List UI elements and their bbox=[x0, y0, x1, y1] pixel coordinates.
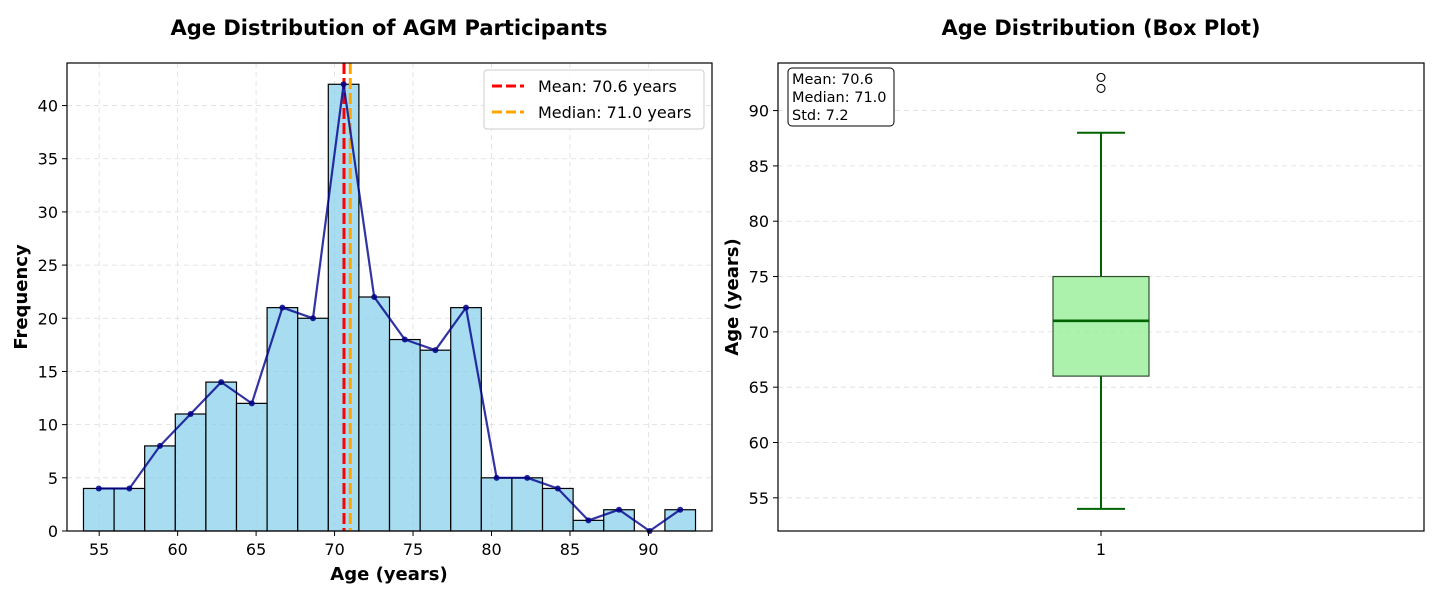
legend-mean-label: Mean: 70.6 years bbox=[538, 77, 677, 96]
boxplot-y-ticks: 55 60 65 70 75 80 85 90 bbox=[749, 102, 778, 508]
y-tick-label: 55 bbox=[749, 489, 769, 508]
frequency-line bbox=[98, 83, 681, 533]
histogram-x-ticks: 55 60 65 70 75 80 85 90 bbox=[89, 531, 659, 559]
frequency-point bbox=[371, 294, 378, 300]
y-tick-label: 90 bbox=[749, 102, 769, 121]
reference-lines bbox=[342, 63, 352, 531]
boxplot-y-axis-label: Age (years) bbox=[722, 238, 743, 355]
frequency-point bbox=[493, 474, 500, 481]
y-tick-label: 25 bbox=[38, 256, 58, 275]
y-tick-label: 75 bbox=[749, 268, 769, 287]
histogram-bar bbox=[297, 317, 329, 532]
stats-std: Std: 7.2 bbox=[792, 108, 849, 124]
y-tick-label: 30 bbox=[38, 203, 58, 222]
frequency-point bbox=[340, 81, 347, 88]
boxplot-box bbox=[1052, 72, 1150, 510]
histogram-y-axis-label: Frequency bbox=[11, 244, 32, 350]
y-tick-label: 35 bbox=[38, 150, 58, 169]
frequency-point bbox=[463, 304, 470, 311]
y-tick-label: 60 bbox=[749, 433, 769, 452]
frequency-point bbox=[187, 411, 194, 417]
histogram-bars bbox=[82, 83, 697, 532]
x-tick-label: 80 bbox=[481, 540, 501, 559]
legend-median-label: Median: 71.0 years bbox=[538, 103, 691, 122]
x-tick-label: 65 bbox=[246, 540, 266, 559]
outlier-point bbox=[1096, 72, 1106, 82]
y-tick-label: 5 bbox=[48, 469, 58, 488]
histogram-bar bbox=[113, 487, 146, 532]
frequency-point bbox=[95, 485, 102, 492]
outlier-point bbox=[1096, 83, 1106, 93]
histogram-plot-frame bbox=[66, 62, 713, 532]
frequency-point bbox=[218, 379, 225, 386]
frequency-point bbox=[309, 315, 316, 322]
histogram-legend: Mean: 70.6 years Median: 71.0 years bbox=[483, 69, 705, 130]
y-tick-label: 70 bbox=[749, 323, 769, 342]
y-tick-label: 15 bbox=[38, 362, 58, 381]
histogram-bar bbox=[388, 338, 421, 532]
y-tick-label: 85 bbox=[749, 157, 769, 176]
frequency-point bbox=[616, 506, 623, 513]
legend-frame bbox=[483, 69, 705, 130]
y-tick-label: 65 bbox=[749, 378, 769, 397]
y-tick-label: 40 bbox=[38, 97, 58, 116]
histogram-bar bbox=[82, 487, 115, 532]
frequency-polygon bbox=[95, 81, 684, 534]
boxplot-title: Age Distribution (Box Plot) bbox=[941, 16, 1260, 40]
histogram-bar bbox=[266, 307, 299, 532]
y-tick-label: 80 bbox=[749, 212, 769, 231]
frequency-point bbox=[279, 304, 286, 311]
frequency-point bbox=[248, 400, 255, 407]
histogram-bar bbox=[541, 487, 574, 532]
frequency-point bbox=[677, 506, 684, 513]
boxplot-panel: Age Distribution (Box Plot) 55 60 65 70 75 80… bbox=[722, 16, 1425, 559]
histogram-panel: Age Distribution of AGM Participants 55 6… bbox=[11, 16, 713, 585]
boxplot-x-ticks: 1 bbox=[1096, 531, 1106, 559]
y-tick-label: 20 bbox=[38, 309, 58, 328]
histogram-y-ticks: 0 5 10 15 20 25 30 35 40 bbox=[38, 97, 67, 541]
histogram-bar bbox=[205, 381, 238, 532]
stats-box: Mean: 70.6 Median: 71.0 Std: 7.2 bbox=[787, 67, 895, 127]
stats-median: Median: 71.0 bbox=[792, 90, 887, 106]
x-tick-label: 55 bbox=[89, 540, 109, 559]
x-tick-label: 60 bbox=[167, 540, 187, 559]
frequency-point bbox=[401, 336, 408, 343]
histogram-bar bbox=[450, 307, 482, 532]
stats-box-frame bbox=[787, 67, 895, 127]
histogram-bar bbox=[144, 445, 176, 532]
frequency-point bbox=[126, 485, 133, 492]
histogram-bar bbox=[235, 402, 268, 532]
frequency-point bbox=[554, 485, 561, 492]
iqr-box bbox=[1052, 275, 1150, 377]
histogram-bar bbox=[664, 509, 697, 532]
x-tick-label: 90 bbox=[638, 540, 658, 559]
histogram-bar bbox=[419, 349, 452, 532]
frequency-point bbox=[156, 442, 163, 449]
frequency-point bbox=[524, 474, 531, 481]
histogram-bar bbox=[511, 477, 544, 532]
frequency-point bbox=[585, 517, 592, 524]
histogram-bar bbox=[174, 413, 207, 532]
frequency-point bbox=[432, 347, 439, 354]
y-tick-label: 10 bbox=[38, 416, 58, 435]
y-tick-label: 0 bbox=[48, 522, 58, 541]
x-tick-label: 70 bbox=[324, 540, 344, 559]
histogram-bar bbox=[480, 477, 513, 532]
histogram-title: Age Distribution of AGM Participants bbox=[171, 16, 608, 40]
x-tick-label: 1 bbox=[1096, 540, 1106, 559]
x-tick-label: 85 bbox=[560, 540, 580, 559]
x-tick-label: 75 bbox=[403, 540, 423, 559]
histogram-bar bbox=[358, 296, 391, 532]
histogram-x-axis-label: Age (years) bbox=[330, 564, 447, 585]
stats-mean: Mean: 70.6 bbox=[792, 72, 873, 88]
